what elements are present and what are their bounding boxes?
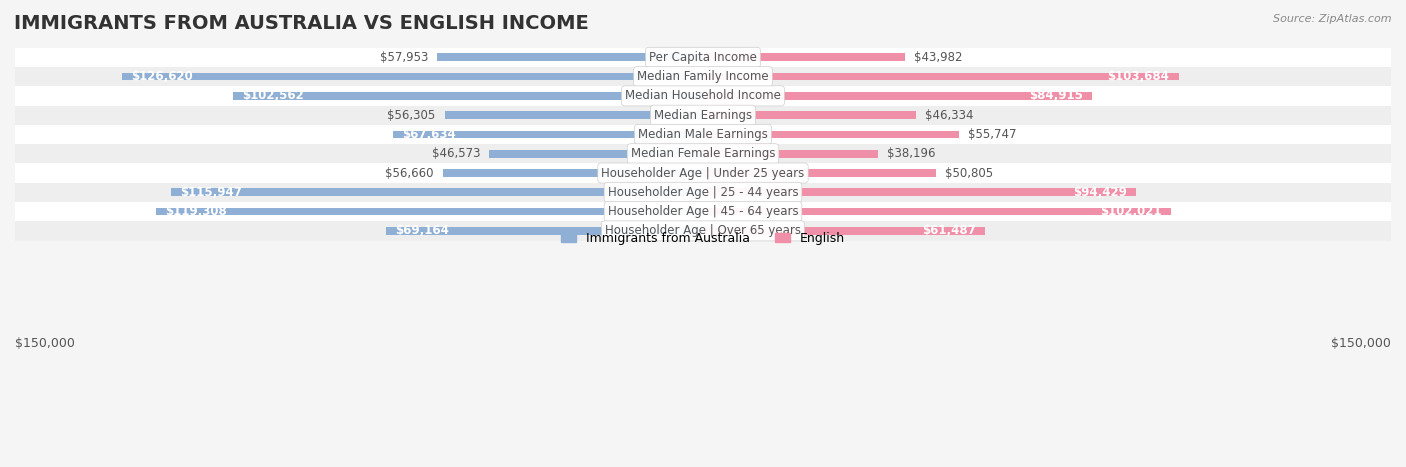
Bar — [15, 106, 1391, 125]
Bar — [15, 163, 1391, 183]
Bar — [489, 150, 703, 157]
Text: Source: ZipAtlas.com: Source: ZipAtlas.com — [1274, 14, 1392, 24]
Text: $103,684: $103,684 — [1108, 70, 1170, 83]
Text: Householder Age | 25 - 44 years: Householder Age | 25 - 44 years — [607, 186, 799, 199]
Text: $46,573: $46,573 — [432, 147, 481, 160]
Bar — [15, 67, 1391, 86]
Bar — [703, 73, 1178, 80]
Text: Per Capita Income: Per Capita Income — [650, 51, 756, 64]
Text: Median Earnings: Median Earnings — [654, 109, 752, 122]
Bar — [15, 86, 1391, 106]
Text: $69,164: $69,164 — [395, 224, 449, 237]
Bar — [15, 221, 1391, 241]
Bar — [15, 183, 1391, 202]
Text: $50,805: $50,805 — [945, 167, 993, 179]
Bar — [444, 111, 703, 119]
Bar — [232, 92, 703, 100]
Bar — [122, 73, 703, 80]
Bar — [703, 208, 1171, 215]
Text: $61,487: $61,487 — [922, 224, 976, 237]
Bar — [15, 48, 1391, 67]
Text: Median Female Earnings: Median Female Earnings — [631, 147, 775, 160]
Bar — [15, 144, 1391, 163]
Text: $94,429: $94,429 — [1073, 186, 1128, 199]
Text: Householder Age | Over 65 years: Householder Age | Over 65 years — [605, 224, 801, 237]
Bar — [703, 189, 1136, 196]
Text: $46,334: $46,334 — [925, 109, 973, 122]
Text: $102,021: $102,021 — [1101, 205, 1161, 218]
Text: Householder Age | Under 25 years: Householder Age | Under 25 years — [602, 167, 804, 179]
Bar — [703, 92, 1092, 100]
Bar — [385, 227, 703, 235]
Bar — [15, 125, 1391, 144]
Text: $119,308: $119,308 — [165, 205, 226, 218]
Text: $126,620: $126,620 — [131, 70, 193, 83]
Bar — [443, 169, 703, 177]
Bar — [703, 131, 959, 138]
Text: $57,953: $57,953 — [380, 51, 427, 64]
Text: $84,915: $84,915 — [1029, 89, 1083, 102]
Text: Householder Age | 45 - 64 years: Householder Age | 45 - 64 years — [607, 205, 799, 218]
Text: $55,747: $55,747 — [967, 128, 1017, 141]
Text: $56,305: $56,305 — [387, 109, 436, 122]
Text: Median Male Earnings: Median Male Earnings — [638, 128, 768, 141]
Legend: Immigrants from Australia, English: Immigrants from Australia, English — [555, 226, 851, 250]
Bar — [703, 54, 904, 61]
Text: IMMIGRANTS FROM AUSTRALIA VS ENGLISH INCOME: IMMIGRANTS FROM AUSTRALIA VS ENGLISH INC… — [14, 14, 589, 33]
Bar — [703, 169, 936, 177]
Text: $115,947: $115,947 — [180, 186, 242, 199]
Bar — [703, 150, 879, 157]
Bar — [15, 202, 1391, 221]
Bar — [156, 208, 703, 215]
Text: Median Family Income: Median Family Income — [637, 70, 769, 83]
Bar — [392, 131, 703, 138]
Text: $43,982: $43,982 — [914, 51, 962, 64]
Text: $67,634: $67,634 — [402, 128, 456, 141]
Text: $150,000: $150,000 — [15, 337, 75, 350]
Bar — [437, 54, 703, 61]
Bar — [703, 111, 915, 119]
Bar — [172, 189, 703, 196]
Text: $38,196: $38,196 — [887, 147, 936, 160]
Text: $56,660: $56,660 — [385, 167, 434, 179]
Text: $150,000: $150,000 — [1331, 337, 1391, 350]
Text: Median Household Income: Median Household Income — [626, 89, 780, 102]
Text: $102,562: $102,562 — [242, 89, 304, 102]
Bar — [703, 227, 986, 235]
